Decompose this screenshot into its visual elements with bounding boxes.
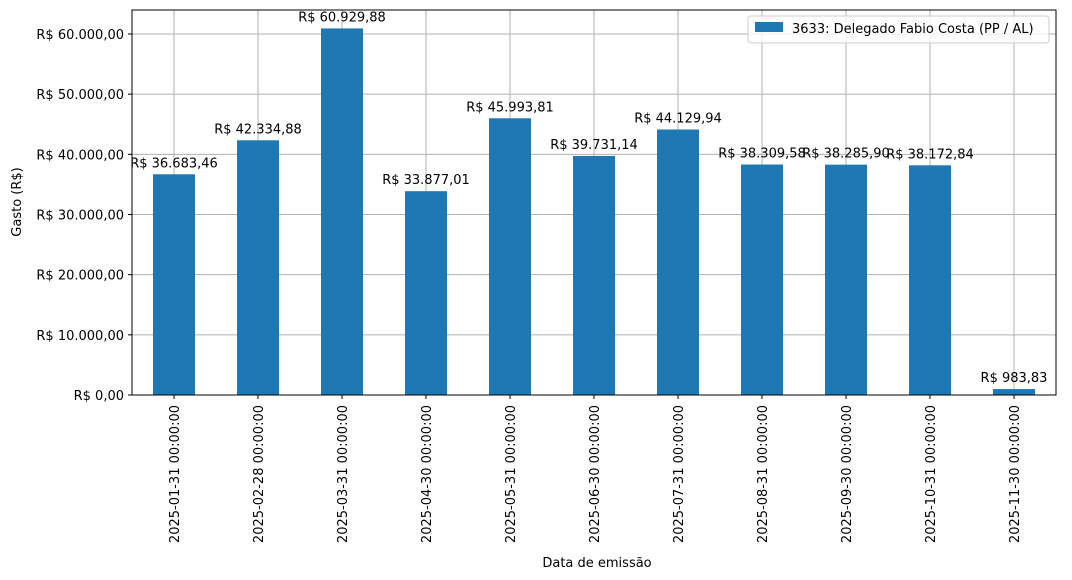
bar-value-label: R$ 38.172,84 xyxy=(886,147,974,162)
bar xyxy=(657,129,699,395)
x-tick-label: 2025-09-30 00:00:00 xyxy=(840,405,855,543)
legend-frame xyxy=(747,15,1050,44)
bars xyxy=(153,28,1035,396)
x-tick-label: 2025-11-30 00:00:00 xyxy=(1008,405,1023,543)
bar xyxy=(741,164,783,395)
bar xyxy=(909,165,951,395)
x-tick-label: 2025-10-31 00:00:00 xyxy=(924,405,939,543)
x-tick-label: 2025-07-31 00:00:00 xyxy=(672,405,687,543)
legend: 3633: Delegado Fabio Costa (PP / AL) xyxy=(747,15,1050,44)
x-axis-title: Data de emissão xyxy=(542,556,651,571)
y-tick-label: R$ 30.000,00 xyxy=(36,209,124,224)
x-tick-label: 2025-05-31 00:00:00 xyxy=(504,405,519,543)
x-tick-label: 2025-03-31 00:00:00 xyxy=(336,405,351,543)
x-tick-label: 2025-08-31 00:00:00 xyxy=(756,405,771,543)
y-tick-label: R$ 0,00 xyxy=(74,389,124,404)
bar-value-label: R$ 44.129,94 xyxy=(634,111,722,126)
bar-value-label: R$ 38.285,90 xyxy=(802,147,890,162)
bar-value-label: R$ 39.731,14 xyxy=(550,138,638,153)
y-tick-label: R$ 10.000,00 xyxy=(36,329,124,344)
y-tick-label: R$ 60.000,00 xyxy=(36,28,124,43)
bar xyxy=(153,174,195,395)
bar xyxy=(489,118,531,396)
x-axis: 2025-01-31 00:00:00 2025-02-28 00:00:00 20… xyxy=(168,395,1023,543)
bar xyxy=(237,140,279,395)
y-tick-label: R$ 20.000,00 xyxy=(36,269,124,284)
x-tick-label: 2025-02-28 00:00:00 xyxy=(252,405,267,543)
bar-value-label: R$ 36.683,46 xyxy=(130,156,218,171)
y-axis-title: Gasto (R$) xyxy=(10,167,25,236)
bar-value-label: R$ 38.309,58 xyxy=(718,147,806,162)
x-tick-label: 2025-01-31 00:00:00 xyxy=(168,405,183,543)
legend-swatch xyxy=(755,22,783,32)
bar xyxy=(321,28,363,396)
y-tick-label: R$ 50.000,00 xyxy=(36,88,124,103)
bar xyxy=(405,191,447,395)
legend-label: 3633: Delegado Fabio Costa (PP / AL) xyxy=(792,22,1034,37)
x-tick-label: 2025-04-30 00:00:00 xyxy=(420,405,435,543)
bar-value-label: R$ 45.993,81 xyxy=(466,100,554,115)
x-tick-label: 2025-06-30 00:00:00 xyxy=(588,405,603,543)
bar xyxy=(993,389,1035,395)
bar xyxy=(825,164,867,395)
bar-value-label: R$ 983,83 xyxy=(981,371,1048,386)
bar xyxy=(573,155,615,395)
y-axis: R$ 0,00 R$ 10.000,00 R$ 20.000,00 R$ 30.000… xyxy=(36,28,132,404)
y-tick-label: R$ 40.000,00 xyxy=(36,148,124,163)
bar-value-labels: R$ 36.683,46 R$ 42.334,88 R$ 60.929,88 R$ 3… xyxy=(130,10,1047,386)
bar-value-label: R$ 60.929,88 xyxy=(298,10,386,25)
bar-value-label: R$ 33.877,01 xyxy=(382,173,470,188)
bar-value-label: R$ 42.334,88 xyxy=(214,122,302,137)
